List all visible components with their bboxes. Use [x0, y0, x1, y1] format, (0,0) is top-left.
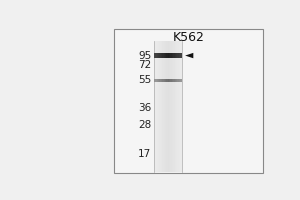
- Bar: [164, 41, 165, 172]
- Bar: [162, 53, 164, 58]
- Bar: [158, 79, 159, 82]
- Text: 55: 55: [138, 75, 152, 85]
- Bar: [157, 41, 158, 172]
- Bar: [170, 41, 172, 172]
- Bar: [155, 79, 157, 82]
- Bar: [161, 41, 162, 172]
- Bar: [169, 53, 170, 58]
- Bar: [155, 41, 157, 172]
- Bar: [169, 79, 170, 82]
- Bar: [176, 41, 178, 172]
- Bar: [165, 79, 166, 82]
- Bar: [159, 79, 161, 82]
- Bar: [173, 41, 175, 172]
- Text: 28: 28: [138, 120, 152, 130]
- Bar: [157, 53, 158, 58]
- Bar: [172, 41, 173, 172]
- Bar: [161, 53, 162, 58]
- Bar: [159, 53, 161, 58]
- Bar: [175, 79, 176, 82]
- Bar: [180, 53, 182, 58]
- Bar: [159, 41, 161, 172]
- FancyBboxPatch shape: [114, 29, 263, 173]
- Bar: [166, 41, 168, 172]
- Text: 95: 95: [138, 51, 152, 61]
- Bar: [178, 41, 179, 172]
- Bar: [176, 53, 178, 58]
- Bar: [166, 53, 168, 58]
- Bar: [179, 41, 180, 172]
- Bar: [154, 79, 155, 82]
- Text: 17: 17: [138, 149, 152, 159]
- Bar: [154, 53, 155, 58]
- Bar: [173, 79, 175, 82]
- Bar: [166, 79, 168, 82]
- Bar: [172, 53, 173, 58]
- Bar: [164, 79, 165, 82]
- Bar: [154, 41, 155, 172]
- Bar: [155, 53, 157, 58]
- Bar: [179, 53, 180, 58]
- Bar: [176, 79, 178, 82]
- Bar: [158, 53, 159, 58]
- Text: 36: 36: [138, 103, 152, 113]
- Bar: [164, 53, 165, 58]
- Bar: [161, 79, 162, 82]
- Bar: [162, 41, 164, 172]
- Bar: [180, 79, 182, 82]
- Polygon shape: [185, 53, 193, 58]
- Text: K562: K562: [173, 31, 205, 44]
- Bar: [170, 53, 172, 58]
- Bar: [175, 41, 176, 172]
- Bar: [157, 79, 158, 82]
- Bar: [172, 79, 173, 82]
- Text: 72: 72: [138, 60, 152, 70]
- Bar: [175, 53, 176, 58]
- Bar: [168, 53, 169, 58]
- Bar: [170, 79, 172, 82]
- Bar: [168, 79, 169, 82]
- Bar: [165, 53, 166, 58]
- Bar: [173, 53, 175, 58]
- Bar: [178, 53, 179, 58]
- Bar: [179, 79, 180, 82]
- Bar: [169, 41, 170, 172]
- Bar: [158, 41, 159, 172]
- Bar: [162, 79, 164, 82]
- Bar: [168, 41, 169, 172]
- Bar: [180, 41, 182, 172]
- Bar: [178, 79, 179, 82]
- Bar: [165, 41, 166, 172]
